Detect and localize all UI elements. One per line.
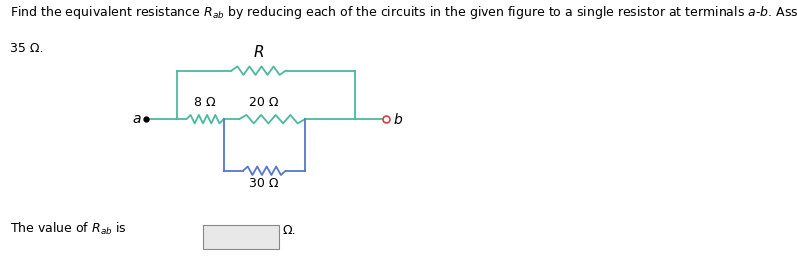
Text: $a$: $a$	[132, 112, 142, 126]
Text: 20 Ω: 20 Ω	[249, 96, 279, 109]
Text: 8 Ω: 8 Ω	[194, 96, 216, 109]
Text: $b$: $b$	[393, 112, 402, 127]
Text: 30 Ω: 30 Ω	[249, 177, 279, 190]
Text: Ω.: Ω.	[283, 224, 296, 237]
Text: Find the equivalent resistance $R_{ab}$ by reducing each of the circuits in the : Find the equivalent resistance $R_{ab}$ …	[10, 4, 797, 21]
Text: $R$: $R$	[253, 44, 264, 60]
Text: The value of $R_{ab}$ is: The value of $R_{ab}$ is	[10, 221, 127, 237]
Text: 35 Ω.: 35 Ω.	[10, 42, 44, 55]
